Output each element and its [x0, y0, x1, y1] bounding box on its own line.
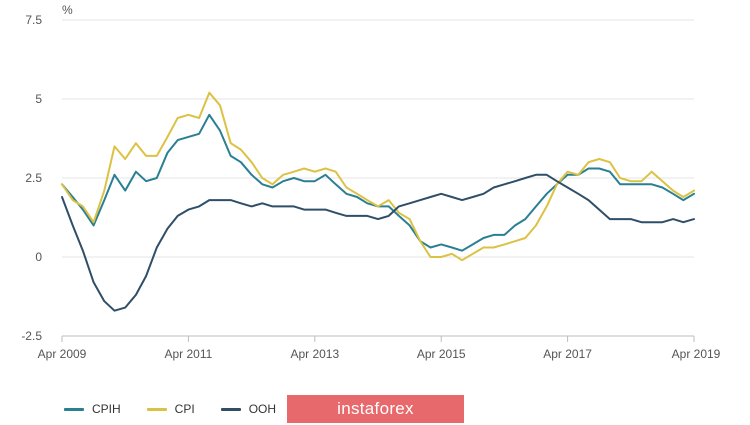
- x-tick-label: Apr 2017: [543, 347, 592, 361]
- x-tick-label: Apr 2011: [164, 347, 212, 361]
- legend-item-cpi: CPI: [146, 402, 195, 416]
- y-tick-label: 2.5: [25, 171, 42, 185]
- legend-swatch-cpi: [146, 407, 167, 411]
- series-line-cpi: [61, 91, 695, 262]
- x-axis-ticks: Apr 2009 Apr 2011 Apr 2013 Apr 2015 Apr 2017…: [38, 336, 721, 361]
- legend-swatch-ooh: [220, 407, 241, 411]
- legend-item-ooh: OOH: [220, 402, 277, 416]
- y-tick-label: 7.5: [25, 13, 42, 27]
- x-tick-label: Apr 2019: [672, 347, 721, 361]
- y-axis-unit-label: %: [62, 3, 73, 17]
- series-lines: [61, 91, 695, 312]
- series-line-ooh: [61, 173, 695, 312]
- x-tick-label: Apr 2015: [417, 347, 466, 361]
- legend-label-cpih: CPIH: [92, 402, 121, 416]
- series-line-cpih: [61, 113, 695, 252]
- y-tick-label: 5: [35, 92, 42, 106]
- legend-swatch-cpih: [64, 407, 84, 411]
- watermark-logo: instaforex: [287, 395, 464, 423]
- y-axis-ticks: -2.5 0 2.5 5 7.5: [21, 13, 42, 343]
- legend: CPIH CPI OOH: [64, 402, 276, 416]
- y-tick-label: 0: [35, 250, 42, 264]
- legend-item-cpih: CPIH: [64, 402, 121, 416]
- legend-label-ooh: OOH: [248, 402, 277, 416]
- x-tick-label: Apr 2013: [290, 347, 339, 361]
- gridlines: [62, 19, 694, 258]
- legend-label-cpi: CPI: [174, 402, 195, 416]
- y-tick-label: -2.5: [21, 329, 42, 343]
- x-tick-label: Apr 2009: [38, 347, 87, 361]
